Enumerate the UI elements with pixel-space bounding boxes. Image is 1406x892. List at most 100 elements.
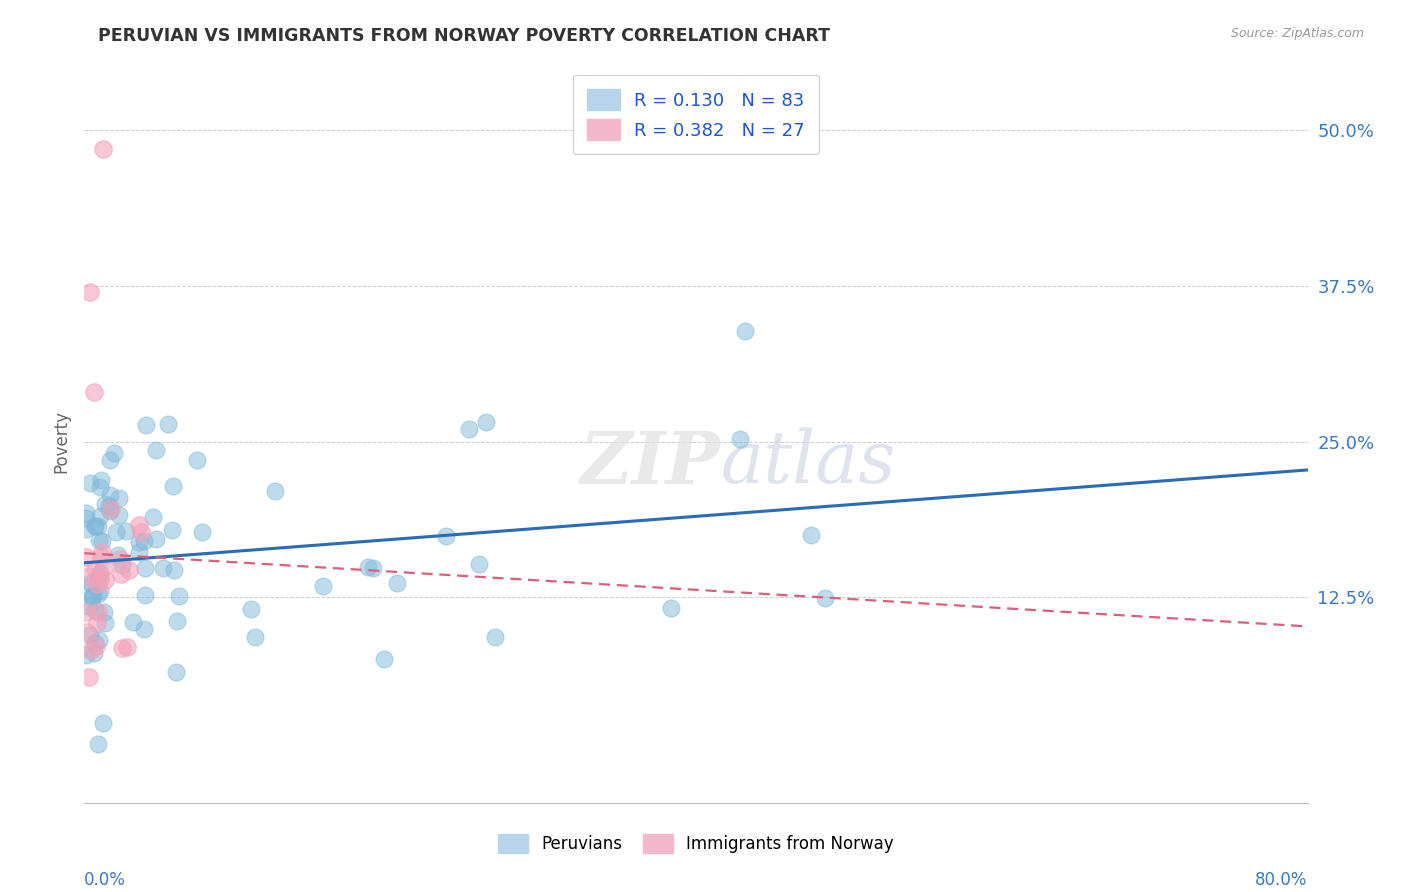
Point [94,615,117,630]
Point [128,518,150,533]
Point [94,573,117,587]
Point [734,324,756,338]
Point [84,519,107,533]
Point [160,523,183,537]
Point [87,570,110,584]
Point [115,640,138,654]
Point [156,417,179,431]
Point [75,511,97,525]
Point [89,583,111,598]
Point [86,737,108,751]
Point [115,524,138,538]
Point [135,417,157,432]
Point [128,545,150,559]
Point [89,508,111,523]
Point [75,605,97,619]
Text: Source: ZipAtlas.com: Source: ZipAtlas.com [1230,27,1364,40]
Point [311,579,333,593]
Point [163,563,186,577]
Point [108,552,131,566]
Point [89,566,111,581]
Point [111,640,134,655]
Point [94,497,117,511]
Point [82,588,104,602]
Point [162,479,184,493]
Point [84,639,107,653]
Point [356,560,378,574]
Point [90,473,112,487]
Point [152,561,174,575]
Legend: R = 0.130   N = 83, R = 0.382   N = 27: R = 0.130 N = 83, R = 0.382 N = 27 [572,75,820,154]
Point [86,576,108,591]
Point [84,603,107,617]
Text: PERUVIAN VS IMMIGRANTS FROM NORWAY POVERTY CORRELATION CHART: PERUVIAN VS IMMIGRANTS FROM NORWAY POVER… [98,27,831,45]
Point [76,599,98,613]
Point [728,433,751,447]
Point [105,524,128,539]
Text: 0.0%: 0.0% [84,871,127,889]
Point [87,632,110,647]
Point [90,544,112,558]
Point [243,631,266,645]
Point [79,576,101,591]
Text: 80.0%: 80.0% [1256,871,1308,889]
Point [89,572,111,586]
Point [373,651,395,665]
Point [103,446,125,460]
Point [89,533,111,547]
Text: ZIP: ZIP [579,428,720,499]
Point [80,589,103,603]
Point [87,518,110,533]
Point [800,527,823,541]
Point [142,509,165,524]
Point [118,563,141,577]
Point [145,532,167,546]
Point [84,635,107,649]
Point [659,601,682,615]
Point [77,569,100,583]
Point [87,587,110,601]
Point [75,549,97,564]
Point [80,643,103,657]
Point [240,602,263,616]
Point [93,605,115,619]
Point [458,422,481,436]
Point [93,560,115,574]
Point [100,502,122,516]
Point [475,415,498,429]
Point [77,670,100,684]
Point [121,615,143,630]
Point [76,625,98,640]
Point [107,548,129,562]
Point [86,616,108,631]
Point [83,519,105,533]
Point [263,484,285,499]
Point [82,590,104,604]
Point [87,606,110,620]
Point [814,591,837,605]
Point [90,549,112,564]
Point [132,533,155,548]
Point [191,524,214,539]
Point [484,630,506,644]
Point [145,443,167,458]
Point [166,614,188,628]
Point [83,384,105,399]
Point [468,557,491,571]
Point [111,558,134,573]
Point [134,561,156,575]
Point [91,534,114,549]
Point [132,622,155,636]
Point [79,476,101,491]
Point [75,507,97,521]
Point [75,522,97,536]
Text: atlas: atlas [720,428,896,499]
Point [108,491,131,506]
Point [361,561,384,575]
Point [75,648,97,662]
Point [134,588,156,602]
Point [129,524,152,539]
Point [97,500,120,514]
Point [98,503,121,517]
Point [385,575,408,590]
